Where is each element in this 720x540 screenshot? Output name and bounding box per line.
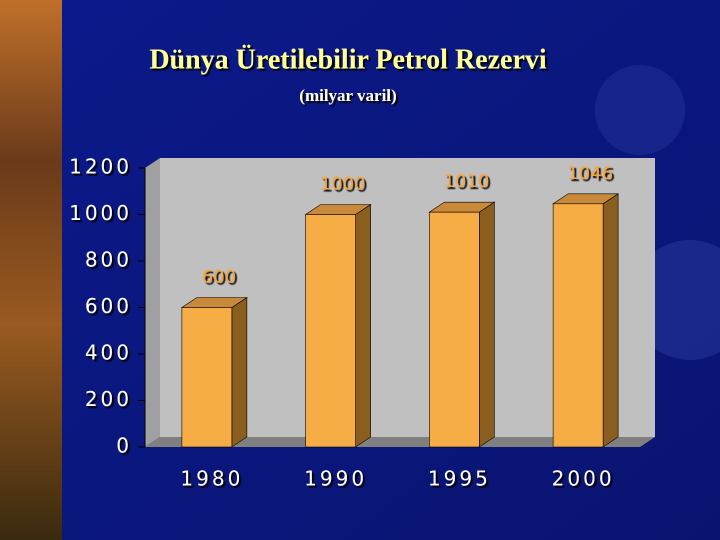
bar-side <box>602 193 619 448</box>
bar-side <box>355 203 371 448</box>
x-tick-label: 2000 <box>552 467 615 491</box>
x-tick-label: 1995 <box>428 467 491 491</box>
y-tick-label: 1000 <box>69 201 132 225</box>
decor-gear <box>595 65 685 155</box>
chart-subtitle: (milyar varil) <box>299 86 396 105</box>
bar <box>305 214 356 448</box>
bar-side <box>231 296 248 448</box>
y-tick-label: 400 <box>85 341 132 365</box>
chart-title: Dünya Üretilebilir Petrol Rezervi <box>149 44 547 75</box>
y-tick-label: 200 <box>85 387 132 411</box>
value-label: 1000 <box>320 174 366 195</box>
y-tick-label: 800 <box>85 248 132 272</box>
decor-strip <box>0 0 62 540</box>
x-tick-label: 1980 <box>180 467 243 491</box>
x-tick-label: 1990 <box>304 467 367 491</box>
bar <box>429 211 480 448</box>
value-label: 600 <box>202 267 236 288</box>
y-tick-label: 1200 <box>69 155 132 179</box>
bar <box>181 307 233 448</box>
bar <box>552 203 604 448</box>
y-tick-label: 0 <box>116 434 132 458</box>
side-wall <box>145 158 160 447</box>
bar-side <box>479 201 495 448</box>
value-label: 1046 <box>567 163 613 184</box>
back-wall <box>160 158 655 437</box>
floor <box>145 437 655 447</box>
value-label: 1010 <box>443 171 489 192</box>
y-tick-label: 600 <box>85 294 132 318</box>
